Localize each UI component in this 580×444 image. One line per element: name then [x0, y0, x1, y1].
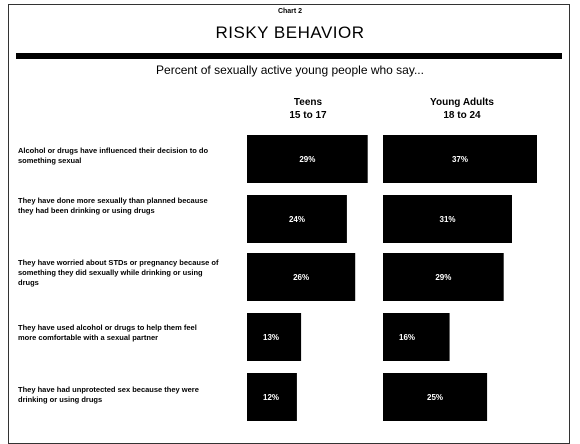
title-rule — [16, 53, 562, 59]
column-header-young-adults-line2: 18 to 24 — [443, 110, 481, 121]
bar-label-young-adults-4: 16% — [399, 333, 415, 342]
bar-label-teens-5: 12% — [263, 393, 279, 402]
bar-label-teens-2: 24% — [289, 215, 305, 224]
bar-young-adults-5 — [383, 373, 488, 421]
bar-young-adults-3 — [383, 253, 504, 301]
column-header-young-adults-line1: Young Adults — [430, 97, 494, 108]
chart-title: RISKY BEHAVIOR — [215, 23, 365, 42]
row-label-done-more-than-planned: They have done more sexually than planne… — [18, 196, 208, 215]
column-header-teens-line2: 15 to 17 — [289, 110, 327, 121]
chart-number: Chart 2 — [277, 8, 303, 15]
row-label-used-to-feel-comfortable: They have used alcohol or drugs to help … — [18, 323, 197, 342]
bar-label-teens-1: 29% — [299, 155, 315, 164]
bar-young-adults-2 — [383, 195, 512, 243]
column-header-teens: Teens 15 to 17 — [238, 96, 378, 122]
bar-label-young-adults-1: 37% — [452, 155, 468, 164]
bar-young-adults-4 — [383, 313, 450, 361]
row-label-worried-stds-pregnancy: They have worried about STDs or pregnanc… — [18, 258, 219, 287]
bar-young-adults-1 — [383, 135, 537, 183]
bar-label-teens-4: 13% — [263, 333, 279, 342]
bar-label-young-adults-3: 29% — [435, 273, 451, 282]
bar-teens-1 — [247, 135, 368, 183]
bar-chart: 29% 24% 26% 13% 12% 37% 31% 29% 16% 25% — [247, 135, 537, 421]
bar-teens-5 — [247, 373, 297, 421]
column-header-young-adults: Young Adults 18 to 24 — [392, 96, 532, 122]
bar-label-teens-3: 26% — [293, 273, 309, 282]
bar-teens-3 — [247, 253, 356, 301]
bar-teens-4 — [247, 313, 302, 361]
row-label-influenced-decision: Alcohol or drugs have influenced their d… — [18, 146, 209, 165]
bar-teens-2 — [247, 195, 347, 243]
bar-label-young-adults-5: 25% — [427, 393, 443, 402]
column-header-teens-line1: Teens — [293, 97, 323, 108]
chart-subtitle: Percent of sexually active young people … — [156, 63, 424, 77]
bar-label-young-adults-2: 31% — [440, 215, 456, 224]
row-label-unprotected-sex: They have had unprotected sex because th… — [18, 385, 199, 404]
